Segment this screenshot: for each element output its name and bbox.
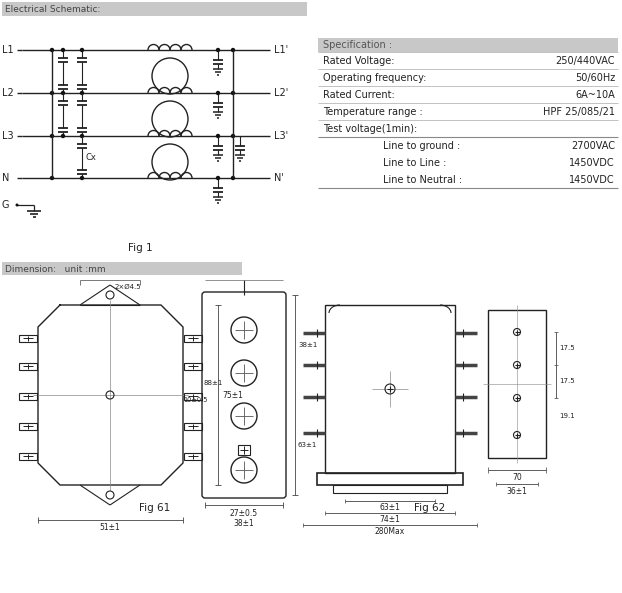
Text: 63±1: 63±1 (298, 442, 317, 448)
Bar (317, 473, 463, 485)
Text: 27±0.5: 27±0.5 (230, 509, 258, 518)
Bar (325, 305, 455, 473)
Text: 75±1: 75±1 (222, 391, 243, 400)
Circle shape (50, 134, 54, 138)
Bar (488, 310, 546, 458)
Text: Line to Line :: Line to Line : (383, 158, 447, 168)
Circle shape (50, 48, 54, 52)
Circle shape (231, 91, 235, 95)
Text: Cx: Cx (86, 152, 97, 161)
Text: 74±1: 74±1 (379, 515, 401, 524)
Bar (2, 262, 242, 275)
Text: HPF 25/085/21: HPF 25/085/21 (543, 107, 615, 117)
Circle shape (80, 48, 84, 52)
Text: 1450VDC: 1450VDC (569, 176, 615, 186)
Text: Rated Current:: Rated Current: (323, 90, 395, 100)
Text: 250/440VAC: 250/440VAC (555, 56, 615, 66)
Circle shape (216, 134, 220, 138)
Text: N': N' (274, 173, 284, 183)
Bar (238, 445, 250, 455)
Text: 88±1: 88±1 (203, 380, 223, 386)
Circle shape (152, 144, 188, 180)
Text: Line to ground :: Line to ground : (383, 141, 460, 151)
Circle shape (216, 91, 220, 95)
Bar (318, 38, 618, 52)
Text: N: N (2, 173, 9, 183)
Text: Fig 62: Fig 62 (414, 503, 445, 513)
Circle shape (50, 176, 54, 180)
Circle shape (80, 91, 84, 95)
Text: L3: L3 (2, 131, 14, 141)
Circle shape (61, 91, 65, 95)
Text: 50/60Hz: 50/60Hz (575, 74, 615, 84)
Bar (19, 363, 37, 370)
Text: Dimension:   unit :mm: Dimension: unit :mm (5, 264, 106, 273)
Circle shape (80, 134, 84, 138)
Text: L1: L1 (2, 45, 14, 55)
Text: 2700VAC: 2700VAC (571, 141, 615, 151)
Bar (184, 363, 202, 370)
Text: 38±1: 38±1 (234, 518, 254, 528)
Text: 38±1: 38±1 (298, 342, 317, 348)
Bar (2, 2, 307, 16)
Bar (333, 485, 447, 493)
Circle shape (16, 203, 19, 206)
Text: 10±0.5: 10±0.5 (183, 397, 208, 403)
Bar (184, 423, 202, 430)
Text: 17.5: 17.5 (559, 378, 575, 384)
Bar (19, 393, 37, 400)
Circle shape (61, 48, 65, 52)
Circle shape (50, 91, 54, 95)
Text: 1450VDC: 1450VDC (569, 158, 615, 168)
Text: Line to Neutral :: Line to Neutral : (383, 176, 462, 186)
Bar (184, 393, 202, 400)
Circle shape (152, 101, 188, 137)
Text: Electrical Schematic:: Electrical Schematic: (5, 5, 100, 14)
Text: Test voltage(1min):: Test voltage(1min): (323, 125, 417, 135)
Bar (19, 423, 37, 430)
Circle shape (61, 134, 65, 138)
Text: 63±1: 63±1 (379, 502, 401, 512)
Text: Temperature range :: Temperature range : (323, 107, 423, 117)
Text: Operating frequency:: Operating frequency: (323, 74, 426, 84)
Circle shape (231, 176, 235, 180)
Text: G: G (2, 200, 9, 210)
Bar (184, 453, 202, 460)
Text: L3': L3' (274, 131, 288, 141)
Circle shape (216, 176, 220, 180)
Text: Rated Voltage:: Rated Voltage: (323, 56, 394, 66)
Text: L2': L2' (274, 88, 288, 98)
Text: 36±1: 36±1 (506, 486, 527, 496)
Circle shape (231, 48, 235, 52)
Text: 6A~10A: 6A~10A (575, 90, 615, 100)
Text: L2: L2 (2, 88, 14, 98)
Text: 2×Ø4.5: 2×Ø4.5 (115, 284, 142, 290)
Bar (19, 453, 37, 460)
Text: 280Max: 280Max (375, 528, 405, 537)
Circle shape (231, 134, 235, 138)
Text: 51±1: 51±1 (100, 522, 121, 531)
Text: 17.5: 17.5 (559, 345, 575, 351)
Bar (184, 335, 202, 342)
Circle shape (152, 58, 188, 94)
Text: Fig 61: Fig 61 (139, 503, 170, 513)
Text: Fig 1: Fig 1 (128, 243, 152, 253)
Text: 19.1: 19.1 (559, 413, 575, 419)
Bar (19, 335, 37, 342)
Text: Specification :: Specification : (323, 40, 392, 50)
Circle shape (216, 48, 220, 52)
Circle shape (80, 176, 84, 180)
Text: L1': L1' (274, 45, 288, 55)
Text: 70: 70 (512, 473, 522, 482)
